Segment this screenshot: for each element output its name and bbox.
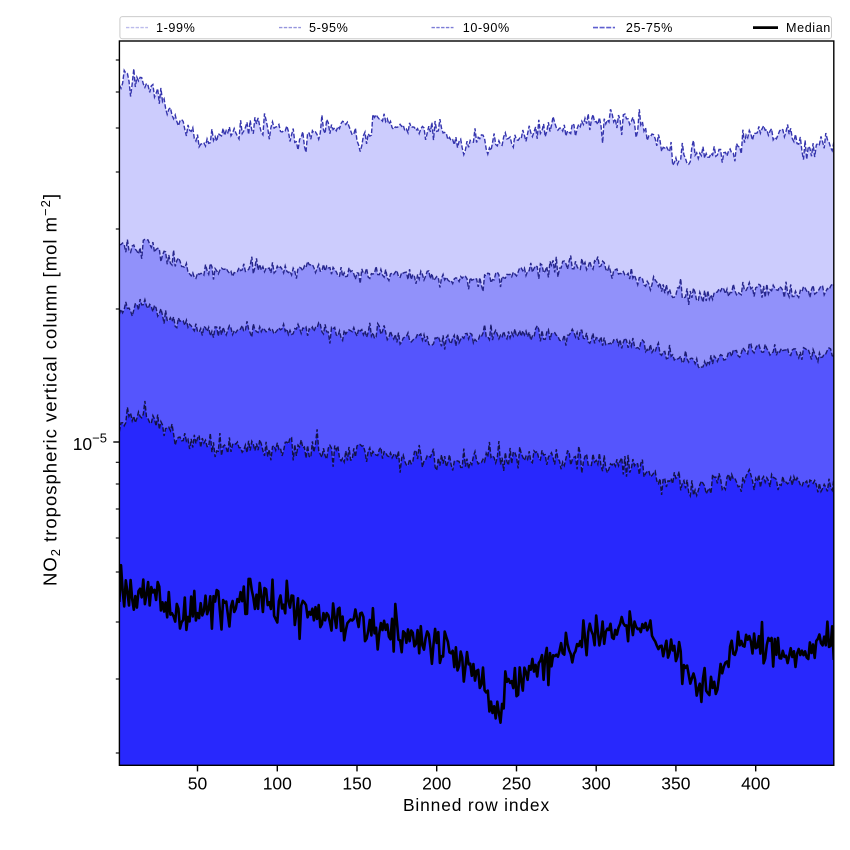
svg-text:400: 400 bbox=[741, 774, 770, 794]
svg-text:250: 250 bbox=[502, 774, 531, 794]
svg-text:Binned row index: Binned row index bbox=[403, 795, 550, 815]
svg-text:NO2 tropospheric vertical colu: NO2 tropospheric vertical column [mol m−… bbox=[38, 193, 63, 586]
svg-text:5-95%: 5-95% bbox=[309, 21, 348, 35]
svg-text:300: 300 bbox=[582, 774, 611, 794]
svg-text:10−5: 10−5 bbox=[73, 431, 107, 455]
svg-text:Median: Median bbox=[786, 21, 831, 35]
svg-text:100: 100 bbox=[263, 774, 292, 794]
svg-text:1-99%: 1-99% bbox=[156, 21, 195, 35]
svg-text:150: 150 bbox=[342, 774, 371, 794]
svg-text:25-75%: 25-75% bbox=[626, 21, 673, 35]
svg-text:200: 200 bbox=[422, 774, 451, 794]
svg-text:10-90%: 10-90% bbox=[463, 21, 510, 35]
svg-text:350: 350 bbox=[661, 774, 690, 794]
svg-text:50: 50 bbox=[188, 774, 208, 794]
